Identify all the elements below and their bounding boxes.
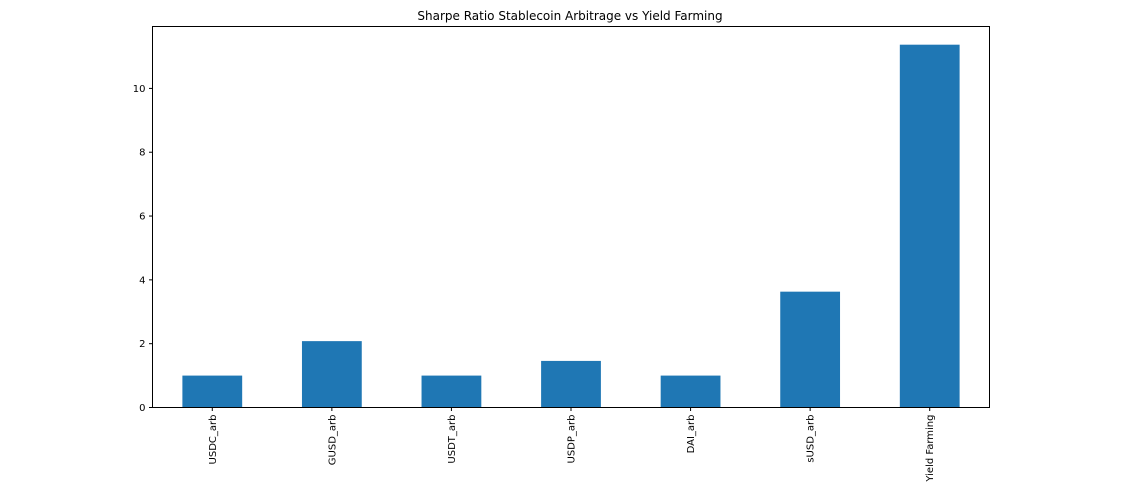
bar-usdp-arb <box>541 360 601 408</box>
bar-susd-arb <box>780 291 841 408</box>
bars-group <box>182 44 960 408</box>
x-tick-label: GUSD_arb <box>327 415 338 466</box>
bar-usdc-arb <box>182 375 243 408</box>
bar-dai-arb <box>660 375 721 408</box>
y-axis: 0 2 4 6 8 10 <box>133 84 153 414</box>
plot-frame <box>152 26 990 408</box>
y-tick-label: 2 <box>139 339 145 350</box>
y-tick-label: 8 <box>139 148 145 159</box>
y-tick-label: 10 <box>133 84 146 95</box>
y-tick-label: 6 <box>139 212 145 223</box>
x-tick-label: Yield Farming <box>925 415 936 483</box>
x-axis: USDC_arb GUSD_arb USDT_arb USDP_arb DAI_arb s… <box>208 407 936 483</box>
x-tick-label: USDP_arb <box>567 415 578 464</box>
chart-title: Sharpe Ratio Stablecoin Arbitrage vs Yie… <box>417 9 722 23</box>
x-tick-label: USDC_arb <box>208 415 219 465</box>
y-tick-label: 0 <box>139 403 145 414</box>
bar-usdt-arb <box>421 375 482 408</box>
x-tick-label: sUSD_arb <box>806 415 817 463</box>
x-tick-label: DAI_arb <box>686 415 697 454</box>
y-tick-label: 4 <box>139 275 145 286</box>
bar-yield-farming <box>899 44 960 408</box>
x-tick-label: USDT_arb <box>447 415 458 464</box>
bar-gusd-arb <box>301 341 362 408</box>
